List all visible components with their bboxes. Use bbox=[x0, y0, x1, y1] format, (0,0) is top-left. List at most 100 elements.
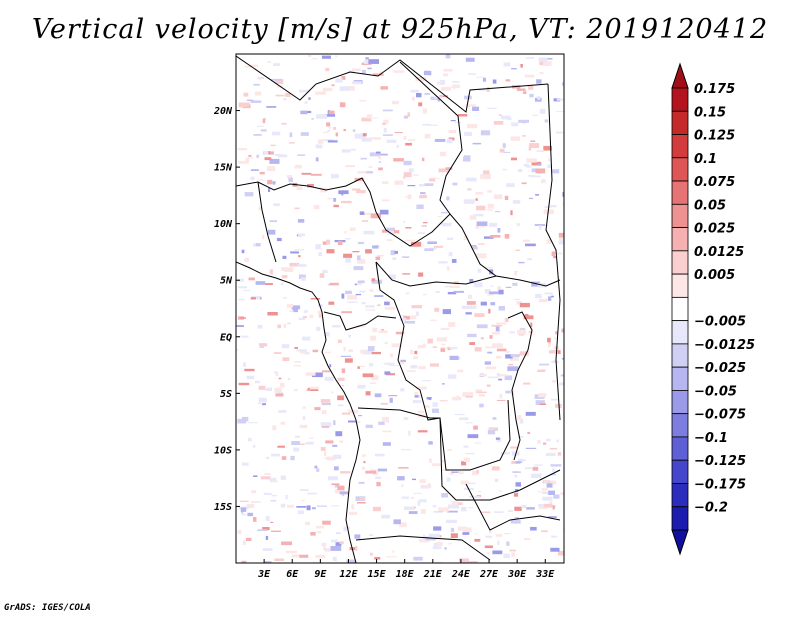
field-cell bbox=[535, 168, 546, 174]
field-cell bbox=[504, 234, 510, 239]
field-cell bbox=[457, 114, 468, 117]
field-cell bbox=[248, 277, 255, 281]
field-cell bbox=[357, 384, 366, 389]
y-tick-label: EQ bbox=[220, 332, 232, 343]
field-cell bbox=[452, 81, 460, 83]
y-tick-label: 5S bbox=[220, 389, 232, 400]
field-cell bbox=[473, 214, 484, 217]
field-cell bbox=[535, 194, 539, 196]
field-cell bbox=[274, 154, 283, 156]
field-cell bbox=[504, 317, 509, 323]
field-cell bbox=[247, 437, 252, 442]
field-cell bbox=[309, 437, 314, 439]
field-cell bbox=[281, 275, 288, 279]
field-cell bbox=[439, 95, 448, 98]
field-cell bbox=[400, 359, 406, 362]
field-cell bbox=[271, 453, 281, 457]
field-cell bbox=[351, 68, 361, 71]
field-cell bbox=[326, 249, 335, 254]
field-cell bbox=[543, 481, 549, 484]
field-cell bbox=[395, 331, 405, 335]
field-cell bbox=[548, 516, 557, 518]
field-cell bbox=[435, 542, 443, 546]
field-cell bbox=[319, 273, 325, 278]
field-cell bbox=[360, 212, 371, 215]
field-cell bbox=[516, 223, 521, 226]
field-cell bbox=[408, 511, 418, 514]
field-cell bbox=[493, 121, 504, 125]
x-tick-label: 30E bbox=[507, 569, 527, 580]
field-cell bbox=[463, 445, 469, 448]
field-cell bbox=[519, 418, 524, 424]
field-cell bbox=[243, 92, 249, 97]
field-cell bbox=[451, 471, 462, 473]
field-cell bbox=[490, 302, 496, 306]
field-cell bbox=[512, 282, 518, 286]
field-cell bbox=[320, 399, 331, 403]
field-cell bbox=[338, 339, 342, 343]
field-cell bbox=[465, 422, 473, 424]
field-cell bbox=[486, 87, 490, 92]
field-cell bbox=[561, 82, 564, 86]
field-cell bbox=[340, 355, 351, 357]
colorbar-swatch bbox=[671, 134, 689, 159]
field-cell bbox=[528, 331, 533, 334]
field-cell bbox=[414, 395, 420, 398]
field-cell bbox=[525, 447, 537, 449]
field-cell bbox=[356, 255, 361, 261]
field-cell bbox=[538, 298, 548, 303]
field-cell bbox=[502, 143, 506, 148]
colorbar-label: −0.0125 bbox=[694, 338, 755, 353]
field-cell bbox=[317, 310, 322, 315]
field-cell bbox=[264, 561, 272, 563]
field-cell bbox=[399, 317, 407, 321]
field-cell bbox=[333, 198, 337, 202]
field-cell bbox=[312, 507, 316, 510]
field-cell bbox=[561, 357, 564, 360]
field-cell bbox=[487, 351, 493, 354]
field-cell bbox=[269, 477, 277, 482]
field-cell bbox=[370, 137, 381, 140]
field-cell bbox=[433, 511, 443, 513]
field-cell bbox=[238, 298, 245, 301]
field-cell bbox=[447, 292, 457, 295]
field-cell bbox=[476, 324, 488, 329]
field-cell bbox=[421, 157, 425, 162]
field-cell bbox=[427, 241, 437, 244]
field-cell bbox=[414, 392, 419, 395]
field-cell bbox=[365, 309, 376, 311]
field-cell bbox=[441, 493, 448, 498]
colorbar-label: −0.175 bbox=[694, 477, 746, 492]
field-cell bbox=[312, 349, 319, 353]
field-cell bbox=[466, 177, 477, 182]
field-cell bbox=[332, 454, 342, 459]
field-cell bbox=[341, 385, 345, 387]
field-cell bbox=[240, 507, 247, 512]
field-cell bbox=[510, 354, 520, 357]
field-cell bbox=[305, 372, 316, 376]
field-cell bbox=[420, 509, 426, 514]
field-cell bbox=[497, 228, 501, 233]
field-cell bbox=[447, 510, 458, 513]
field-cell bbox=[421, 225, 427, 227]
field-cell bbox=[371, 351, 381, 355]
colorbar-swatch bbox=[671, 157, 689, 182]
field-cell bbox=[247, 157, 254, 159]
field-cell bbox=[478, 394, 485, 397]
field-cell bbox=[269, 220, 277, 223]
field-cell bbox=[331, 483, 340, 485]
field-cell bbox=[394, 250, 398, 254]
field-cell bbox=[498, 490, 503, 492]
field-cell bbox=[289, 132, 293, 138]
field-cell bbox=[361, 69, 366, 74]
field-cell bbox=[378, 167, 383, 171]
field-cell bbox=[541, 179, 546, 184]
border-gabon bbox=[323, 311, 397, 331]
field-cell bbox=[448, 347, 458, 350]
field-cell bbox=[378, 330, 388, 334]
field-cell bbox=[506, 541, 510, 546]
field-cell bbox=[301, 172, 312, 175]
field-cell bbox=[424, 134, 431, 139]
field-cell bbox=[270, 500, 277, 502]
field-cell bbox=[337, 404, 344, 407]
